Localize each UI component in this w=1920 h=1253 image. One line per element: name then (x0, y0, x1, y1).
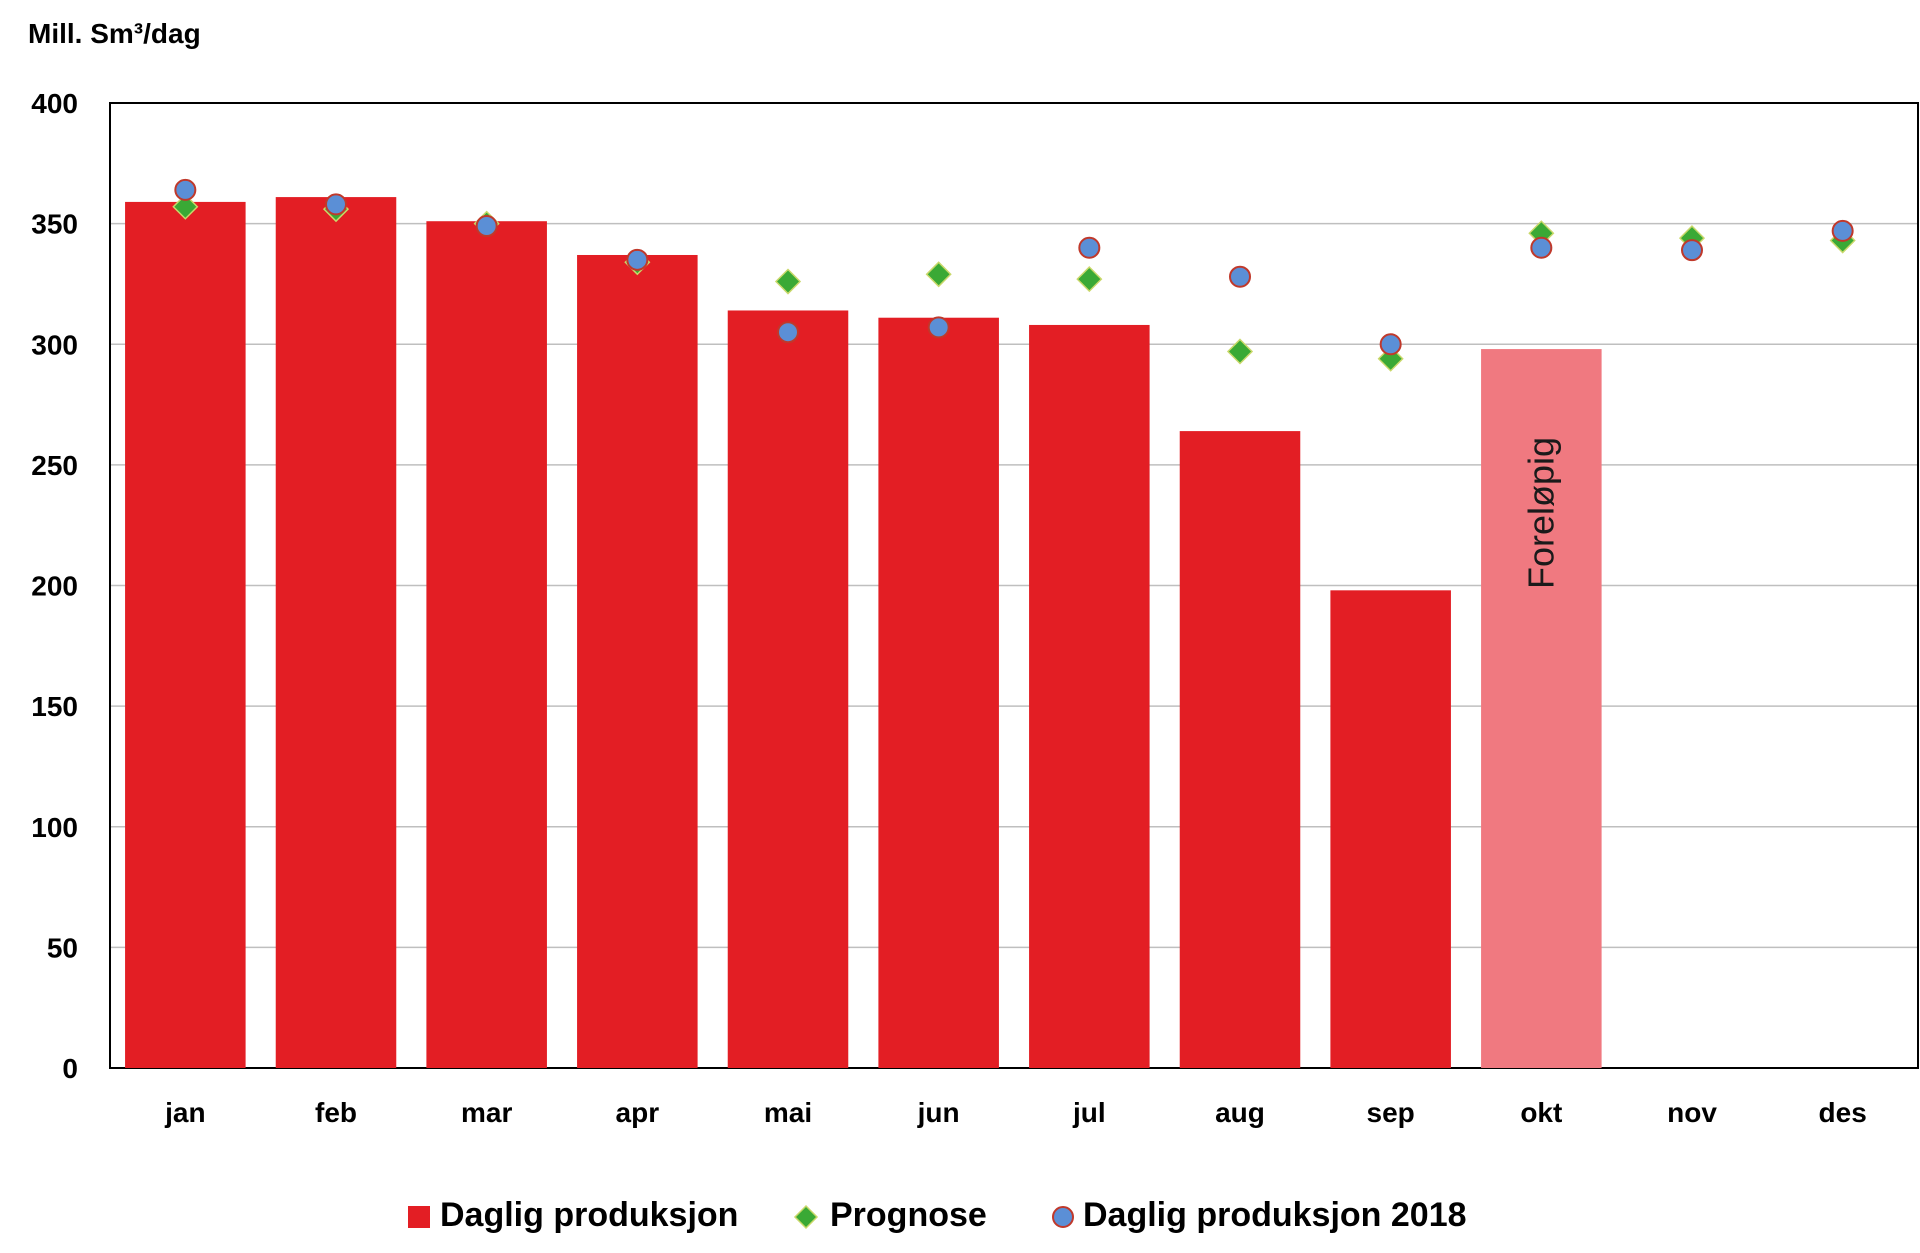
legend-swatch-bar (408, 1206, 430, 1228)
legend: Daglig produksjon Prognose Daglig produksj… (408, 1196, 1467, 1234)
x-tick-label: jun (917, 1097, 960, 1128)
prognose-marker (1226, 338, 1254, 365)
y-tick-label: 300 (31, 329, 78, 360)
bar (275, 197, 397, 1068)
x-tick-label: jan (164, 1097, 205, 1128)
legend-label: Prognose (830, 1196, 987, 1234)
x-tick-label: mai (764, 1097, 812, 1128)
bar (1029, 324, 1150, 1068)
y-tick-label: 100 (31, 812, 78, 843)
x-tick-label: jul (1072, 1097, 1106, 1128)
plot-frame (109, 102, 1919, 1069)
bar (125, 201, 246, 1069)
legend-label: Daglig produksjon (440, 1196, 738, 1234)
gridlines (109, 102, 1919, 1069)
preliminary-annotation: Foreløpig (1520, 437, 1561, 589)
x-tick-label: mar (461, 1097, 512, 1128)
bar (727, 310, 849, 1069)
x-tick-label: feb (315, 1097, 357, 1128)
y-axis: 0 50 100 150 200 250 300 350 400 (31, 88, 78, 1084)
marker-series (172, 178, 1856, 372)
y-tick-label: 0 (62, 1053, 78, 1084)
production-2018-marker (1078, 236, 1101, 259)
y-tick-label: 200 (31, 571, 78, 602)
x-tick-label: aug (1215, 1097, 1265, 1128)
legend-swatch-diamond (793, 1204, 819, 1230)
production-2018-marker (1379, 333, 1402, 356)
production-2018-marker (174, 178, 197, 201)
y-tick-label: 350 (31, 209, 78, 240)
x-tick-label: apr (616, 1097, 660, 1128)
production-2018-marker (626, 248, 649, 271)
production-2018-marker (927, 316, 950, 339)
legend-swatch-circle (1052, 1206, 1074, 1228)
x-tick-label: sep (1367, 1097, 1415, 1128)
x-tick-label: des (1819, 1097, 1867, 1128)
y-tick-label: 250 (31, 450, 78, 481)
production-2018-marker (1229, 265, 1251, 288)
production-2018-marker (777, 321, 799, 344)
production-2018-marker (475, 215, 498, 238)
production-2018-marker (1831, 219, 1854, 242)
production-2018-marker (1681, 239, 1703, 262)
prognose-marker (1076, 266, 1103, 293)
y-tick-label: 50 (47, 932, 78, 963)
unit-label: Mill. Sm³/dag (28, 18, 201, 49)
bar-series (125, 197, 1602, 1069)
production-2018-marker (1530, 236, 1553, 259)
x-tick-label: nov (1667, 1097, 1717, 1128)
y-tick-label: 400 (31, 88, 78, 119)
prognose-marker (172, 193, 199, 220)
x-tick-label: okt (1520, 1097, 1562, 1128)
x-axis: jan feb mar apr mai jun jul aug sep okt nov des (164, 1097, 1867, 1128)
prognose-marker (774, 268, 802, 295)
production-2018-marker (325, 193, 347, 216)
bar (577, 254, 698, 1069)
bar (426, 221, 547, 1068)
bar (1330, 590, 1451, 1068)
legend-label: Daglig produksjon 2018 (1083, 1196, 1467, 1234)
y-tick-label: 150 (31, 691, 78, 722)
bar-preliminary (1481, 349, 1602, 1068)
bar (1179, 431, 1301, 1069)
annotations: Foreløpig (1520, 437, 1561, 589)
bar (878, 317, 999, 1068)
prognose-marker (925, 261, 952, 288)
